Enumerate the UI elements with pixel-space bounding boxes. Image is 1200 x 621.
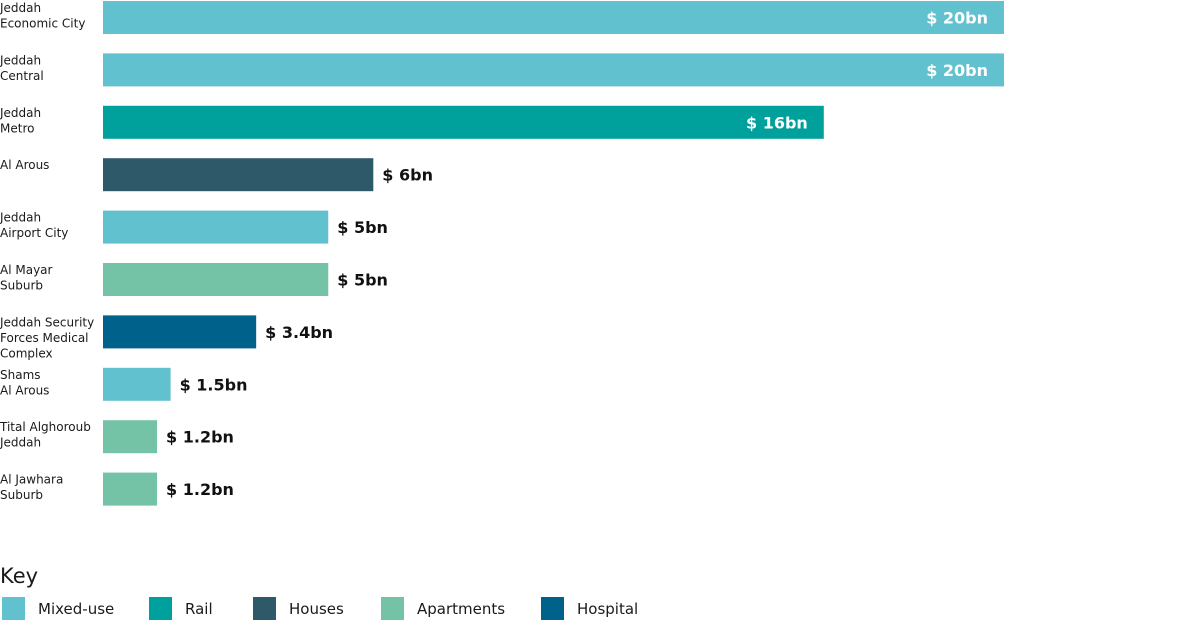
value-label: $ 6bn — [382, 166, 433, 185]
legend-swatch — [149, 597, 172, 620]
bar — [103, 53, 1004, 87]
value-label: $ 3.4bn — [265, 323, 333, 342]
category-label: Al Arous — [0, 158, 49, 172]
legend-label: Apartments — [417, 600, 506, 618]
bar-row: Jeddah Airport City $ 5bn — [0, 210, 388, 244]
bar — [103, 210, 329, 244]
value-label: $ 1.5bn — [180, 375, 248, 394]
legend-swatch — [541, 597, 564, 620]
bar-row: Al Arous $ 6bn — [0, 158, 433, 192]
bar-row: Tital Alghoroub Jeddah $ 1.2bn — [0, 420, 234, 454]
category-label: Al Mayar Suburb — [0, 263, 53, 293]
legend-label: Mixed-use — [38, 600, 115, 618]
legend-label: Rail — [185, 600, 213, 618]
value-label: $ 20bn — [926, 9, 988, 28]
legend-label: Houses — [289, 600, 344, 618]
bar — [103, 263, 329, 296]
value-label: $ 20bn — [926, 61, 988, 80]
category-label: Tital Alghoroub Jeddah — [0, 420, 91, 450]
bar — [103, 158, 374, 192]
legend-swatch — [2, 597, 25, 620]
value-label: $ 16bn — [746, 113, 808, 132]
bar-row: Jeddah Metro $ 16bn — [0, 105, 824, 139]
bar-row: Jeddah Security Forces Medical Complex $ 3.… — [0, 315, 333, 360]
legend-swatch — [381, 597, 404, 620]
category-label: Jeddah Economic City — [0, 1, 85, 31]
bar-chart: Jeddah Economic City $ 20bn Jeddah Central $ … — [0, 1, 1004, 506]
bar-row: Shams Al Arous $ 1.5bn — [0, 367, 248, 401]
bar — [103, 472, 158, 506]
legend-title: Key — [0, 564, 39, 588]
bar-row: Jeddah Central $ 20bn — [0, 53, 1004, 87]
category-label: Shams Al Arous — [0, 368, 49, 398]
bar-row: Al Jawhara Suburb $ 1.2bn — [0, 472, 234, 506]
bar — [103, 1, 1004, 34]
category-label: Jeddah Security Forces Medical Complex — [0, 315, 94, 360]
legend-swatch — [253, 597, 276, 620]
bar — [103, 105, 824, 139]
value-label: $ 5bn — [337, 271, 388, 290]
category-label: Jeddah Metro — [0, 106, 41, 136]
bar-row: Jeddah Economic City $ 20bn — [0, 1, 1004, 34]
value-label: $ 1.2bn — [166, 428, 234, 447]
bar — [103, 315, 257, 349]
category-label: Jeddah Airport City — [0, 211, 68, 241]
value-label: $ 1.2bn — [166, 480, 234, 499]
legend-label: Hospital — [577, 600, 639, 618]
bar — [103, 367, 171, 401]
value-label: $ 5bn — [337, 218, 388, 237]
category-label: Jeddah Central — [0, 53, 44, 83]
bar-row: Al Mayar Suburb $ 5bn — [0, 263, 388, 296]
bar — [103, 420, 158, 454]
category-label: Al Jawhara Suburb — [0, 473, 63, 503]
